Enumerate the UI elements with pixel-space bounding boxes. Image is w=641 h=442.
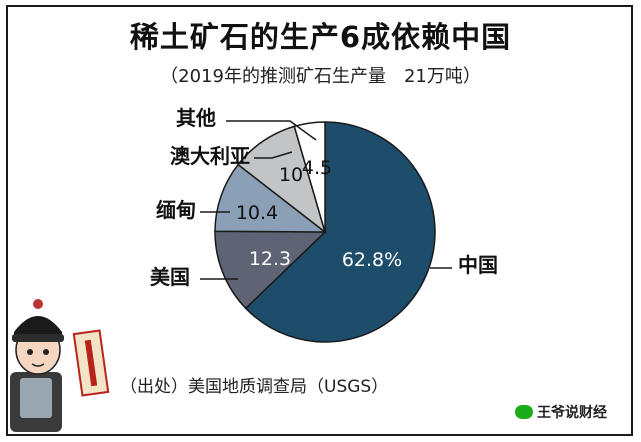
slice-value-label-4: 4.5 bbox=[302, 157, 332, 179]
slice-value-label-0: 62.8% bbox=[342, 249, 402, 271]
slice-value-label-3: 10 bbox=[279, 164, 303, 186]
pie-slices bbox=[214, 121, 436, 343]
leader-line-4 bbox=[226, 120, 317, 141]
watermark-text: 王爷说财经 bbox=[537, 405, 607, 421]
slice-name-label-0: 中国 bbox=[458, 253, 498, 277]
pie-slice-0 bbox=[244, 121, 436, 343]
leader-lines bbox=[200, 120, 452, 280]
wechat-icon bbox=[515, 405, 533, 419]
pie-slice-1 bbox=[214, 230, 327, 310]
slice-name-label-3: 澳大利亚 bbox=[170, 144, 250, 168]
leader-line-3 bbox=[254, 151, 293, 159]
slice-name-label-1: 美国 bbox=[150, 265, 190, 289]
cartoon-character-illustration bbox=[10, 299, 110, 432]
slice-name-label-4: 其他 bbox=[176, 106, 216, 130]
slice-name-label-2: 缅甸 bbox=[156, 198, 196, 222]
pie-slice-4 bbox=[293, 121, 326, 233]
chart-subtitle: （2019年的推测矿石生产量 21万吨） bbox=[160, 66, 481, 87]
slice-value-label-1: 12.3 bbox=[249, 248, 291, 270]
slice-labels: 62.8% 中国 12.3 美国 10.4 缅甸 10 澳大利亚 4.5 其他 bbox=[150, 106, 498, 289]
slice-value-label-2: 10.4 bbox=[236, 202, 278, 224]
source-note: （出处）美国地质调查局（USGS） bbox=[120, 377, 389, 397]
watermark: 王爷说财经 bbox=[515, 402, 607, 422]
pie-slice-2 bbox=[214, 163, 328, 233]
chart-title: 稀土矿石的生产6成依赖中国 bbox=[129, 20, 512, 54]
